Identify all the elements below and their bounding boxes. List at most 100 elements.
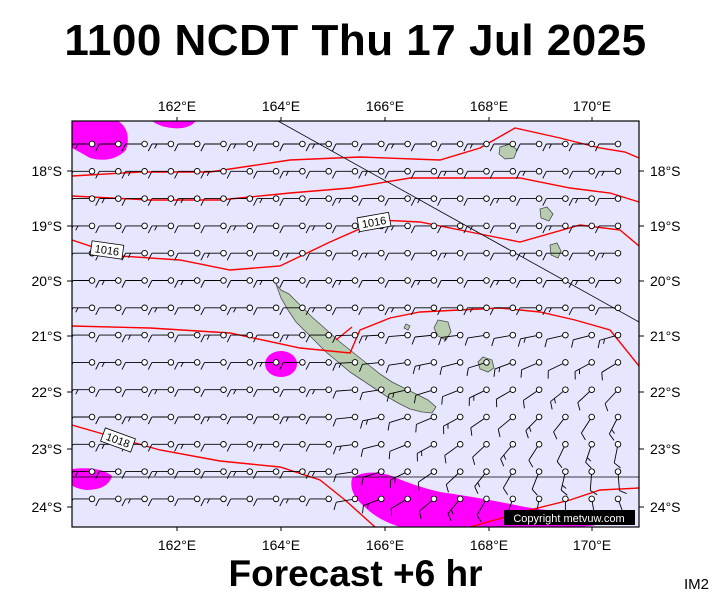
wind-barb [358,168,385,179]
wind-barb [174,495,201,507]
image-code-label: IM2 [683,576,709,593]
wind-barb [520,359,543,378]
wind-barb [437,195,464,206]
wind-barb [331,222,359,234]
wind-barb [384,277,411,288]
wind-barb [417,468,438,491]
wind-barb [594,195,622,206]
wind-barb [95,222,122,234]
wind-barb [253,277,280,288]
wind-barb [95,468,122,479]
wind-barb [489,304,517,316]
wind-barb [200,249,227,261]
lon-label-164: 164°E [262,98,300,114]
wind-barb [253,495,280,507]
wind-barb [147,277,175,288]
wind-barb [614,468,627,495]
lat-label-20: 20°S [31,273,62,289]
wind-barb [305,386,332,398]
wind-barb [305,495,332,507]
wind-barb [200,168,227,179]
wind-barb [174,195,201,206]
wind-barb [437,222,464,234]
wind-barb [174,140,201,152]
wind-barb [489,277,517,288]
wind-barb [594,249,622,261]
wind-barb [542,249,569,261]
wind-barb [200,495,227,507]
wind-barb [542,277,569,288]
wind-barb [226,195,254,206]
wind-barb [332,413,359,427]
wind-barb [121,249,148,261]
vanuatu-south-island-1 [539,206,554,222]
wind-barb [95,386,122,398]
wind-barb [444,441,464,464]
wind-barb [332,386,359,399]
wind-barb [516,249,543,261]
wind-barb [574,359,595,380]
copyright-text: Copyright metvuw.com [513,513,624,525]
wind-barb [305,249,332,261]
wind-barb [95,413,122,425]
wind-barb [412,359,438,374]
wind-barb [95,304,122,316]
wind-barb [279,441,306,452]
wind-barb [358,331,385,344]
wind-barb [95,168,122,179]
wind-barb [568,195,595,206]
wind-barb [358,304,385,316]
wind-barb [279,168,306,179]
wind-barb [476,495,490,523]
wind-barb [359,359,385,372]
wind-barb [226,441,254,452]
wind-barb [121,168,148,179]
isobar-label-2: 1016 [89,240,125,260]
lifou-island [433,319,452,341]
lat-label-right-21: 21°S [650,328,681,344]
wind-barb [474,468,490,494]
wind-barb [463,140,490,152]
wind-barb [174,249,201,261]
wind-barb [226,359,254,370]
wind-barb [253,359,280,370]
lat-label-right-18: 18°S [650,163,681,179]
wind-barb [491,331,517,347]
wind-barb [333,468,359,483]
lat-label-right-24: 24°S [650,499,681,515]
wind-barb [384,304,411,316]
wind-barb [358,140,385,152]
wind-barb [121,222,148,234]
wind-barb [411,331,438,345]
wind-barb [72,304,96,313]
wind-barb [384,249,411,261]
wind-barb [305,359,332,370]
wind-barb [489,195,517,206]
wind-barb [531,468,543,496]
wind-barb [121,359,148,370]
wind-barb [174,331,201,343]
wind-barb [542,304,569,316]
wind-barb [200,277,227,288]
wind-barb [121,495,148,507]
lat-label-right-22: 22°S [650,384,681,400]
wind-barb [305,222,332,234]
wind-barb [147,386,175,398]
wind-barb [410,249,438,261]
wind-barb [253,386,280,398]
wind-barb [441,386,464,405]
wind-barb [226,386,254,398]
wind-barb [413,386,438,404]
wind-barb [437,140,464,152]
wind-barb [463,277,490,288]
wind-barb [200,140,227,152]
wind-barb [95,195,122,206]
wind-barb [331,168,359,179]
wind-barb [279,495,306,507]
wind-barb [226,413,254,425]
wind-barb [226,331,254,343]
wind-barb [385,359,411,373]
wind-barb [597,331,622,349]
wind-barb [305,277,332,288]
ouvea-island [403,323,411,331]
